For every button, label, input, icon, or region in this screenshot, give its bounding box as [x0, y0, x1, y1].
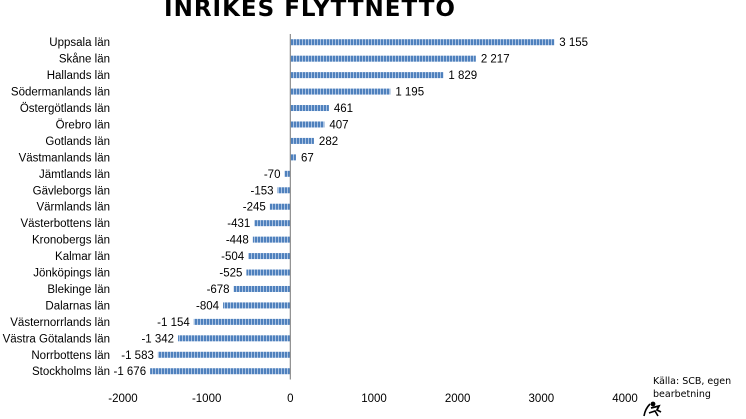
category-label: Dalarnas län — [45, 300, 110, 312]
data-label: 1 195 — [395, 87, 424, 99]
category-label: Jönköpings län — [33, 268, 110, 280]
data-label: -804 — [196, 300, 220, 312]
bar-0 — [290, 39, 555, 46]
bar-5 — [290, 121, 325, 128]
data-label: -153 — [251, 185, 274, 197]
bar-2 — [290, 72, 444, 79]
category-label: Värmlands län — [36, 202, 110, 214]
axis-layer: -2000 -1000 0 1000 2000 3000 4000 — [108, 34, 638, 405]
bar-8 — [284, 170, 291, 177]
data-label: -448 — [226, 235, 249, 247]
category-label: Hallands län — [47, 70, 110, 82]
x-tick-label: 3000 — [529, 393, 555, 405]
data-label: -525 — [219, 268, 242, 280]
data-label: -1 342 — [141, 333, 174, 345]
bar-16 — [223, 302, 291, 309]
data-label: -70 — [264, 169, 281, 181]
bar-7 — [290, 154, 296, 161]
data-label: -431 — [227, 218, 250, 230]
bar-13 — [248, 253, 291, 260]
data-label: -1 154 — [157, 317, 190, 329]
category-label: Uppsala län — [49, 37, 110, 49]
bar-6 — [290, 137, 314, 144]
bar-17 — [193, 318, 291, 325]
bars-layer — [150, 39, 555, 375]
category-label: Östergötlands län — [20, 103, 110, 115]
labels-layer: Uppsala län 3 155 Skåne län 2 217 Hallands l… — [3, 37, 588, 378]
category-label: Gotlands län — [45, 136, 110, 148]
category-label: Norrbottens län — [31, 350, 110, 362]
x-tick-label: 0 — [287, 393, 293, 405]
category-label: Blekinge län — [47, 284, 110, 296]
category-label: Jämtlands län — [39, 169, 110, 181]
x-tick-label: -2000 — [108, 393, 137, 405]
category-label: Örebro län — [56, 119, 110, 131]
chart-title: INRIKES FLYTTNETTO — [164, 0, 456, 22]
source-note-line-2: bearbetning — [653, 389, 711, 400]
data-label: -1 676 — [113, 366, 146, 378]
data-label: -504 — [221, 251, 245, 263]
category-label: Gävleborgs län — [33, 185, 110, 197]
bar-19 — [157, 351, 291, 358]
data-label: 2 217 — [481, 54, 510, 66]
category-label: Södermanlands län — [11, 87, 110, 99]
data-label: 282 — [319, 136, 338, 148]
bar-10 — [269, 203, 291, 210]
x-tick-label: -1000 — [192, 393, 221, 405]
bar-14 — [246, 269, 291, 276]
data-label: -678 — [207, 284, 230, 296]
data-label: 461 — [334, 103, 353, 115]
category-label: Västerbottens län — [20, 218, 110, 230]
bar-3 — [290, 88, 391, 95]
category-label: Västra Götalands län — [3, 333, 110, 345]
source-note-line-1: Källa: SCB, egen — [653, 376, 732, 387]
bar-9 — [277, 187, 291, 194]
data-label: -245 — [243, 202, 266, 214]
bar-4 — [290, 105, 329, 112]
x-tick-label: 1000 — [361, 393, 387, 405]
bar-18 — [178, 335, 291, 342]
category-label: Stockholms län — [32, 366, 110, 378]
data-label: -1 583 — [121, 350, 154, 362]
x-tick-label: 4000 — [612, 393, 638, 405]
data-label: 67 — [301, 152, 314, 164]
category-label: Kronobergs län — [32, 235, 110, 247]
logo-icon — [643, 401, 662, 417]
bar-1 — [290, 55, 476, 62]
category-label: Västmanlands län — [19, 152, 110, 164]
data-label: 1 829 — [448, 70, 477, 82]
category-label: Västernorrlands län — [10, 317, 110, 329]
source-note: Källa: SCB, egen bearbetning — [653, 375, 743, 401]
bar-20 — [150, 368, 291, 375]
bar-15 — [233, 285, 291, 292]
category-label: Kalmar län — [55, 251, 110, 263]
data-label: 3 155 — [559, 37, 588, 49]
category-label: Skåne län — [59, 54, 110, 66]
bar-12 — [252, 236, 291, 243]
data-label: 407 — [329, 119, 348, 131]
bar-11 — [254, 220, 291, 227]
x-tick-label: 2000 — [445, 393, 471, 405]
